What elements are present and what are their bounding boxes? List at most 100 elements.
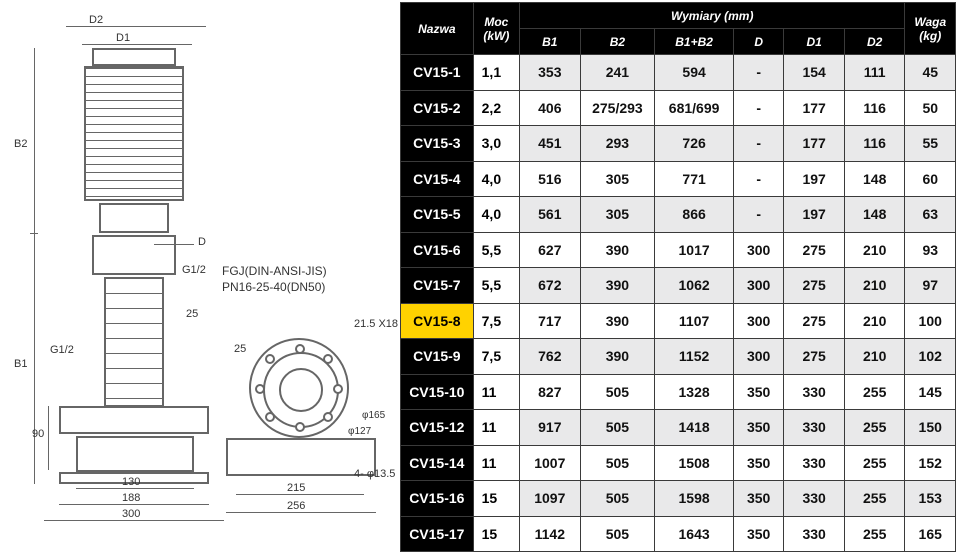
cell-d2: 210: [844, 339, 905, 375]
cell-d1: 330: [784, 410, 845, 446]
cell-b2: 390: [580, 303, 655, 339]
cell-b2: 505: [580, 516, 655, 552]
cell-d: -: [733, 126, 783, 162]
hdr-waga: Waga (kg): [905, 3, 956, 55]
cell-moc: 11: [473, 445, 519, 481]
cell-d1: 197: [784, 161, 845, 197]
cell-d1: 197: [784, 197, 845, 233]
lbl-pn: PN16-25-40(DN50): [222, 280, 325, 294]
cell-b1: 561: [520, 197, 581, 233]
cell-d1: 330: [784, 516, 845, 552]
cell-waga: 93: [905, 232, 956, 268]
cell-waga: 145: [905, 374, 956, 410]
dim-slot: 21.5 X18: [354, 318, 398, 330]
dim-188: 188: [122, 492, 140, 504]
cell-d: -: [733, 90, 783, 126]
cell-b12: 681/699: [655, 90, 734, 126]
hdr-b1: B1: [520, 29, 581, 55]
cell-b2: 241: [580, 55, 655, 91]
dim-130: 130: [122, 476, 140, 488]
cell-d1: 275: [784, 339, 845, 375]
cell-b12: 771: [655, 161, 734, 197]
cell-moc: 15: [473, 481, 519, 517]
hdr-nazwa: Nazwa: [401, 3, 474, 55]
cell-b1: 917: [520, 410, 581, 446]
cell-d: 300: [733, 268, 783, 304]
cell-b2: 305: [580, 161, 655, 197]
foot: [76, 436, 194, 472]
cell-d2: 148: [844, 197, 905, 233]
hdr-d1: D1: [784, 29, 845, 55]
cell-b12: 1152: [655, 339, 734, 375]
hdr-b12: B1+B2: [655, 29, 734, 55]
technical-drawing-panel: D2 D1 B2 B1 D G1/2 FGJ(DIN-ANSI-JIS) PN1…: [0, 0, 400, 557]
cell-d2: 210: [844, 232, 905, 268]
spec-table-panel: Nazwa Moc (kW) Wymiary (mm) Waga (kg) B1…: [400, 0, 960, 557]
cell-waga: 150: [905, 410, 956, 446]
cell-b1: 827: [520, 374, 581, 410]
table-body: CV15-11,1353241594-15411145CV15-22,24062…: [401, 55, 956, 552]
dim-215: 215: [287, 482, 305, 494]
flange-front-view: [249, 338, 349, 438]
dim-phi127: φ127: [348, 426, 371, 437]
cell-moc: 5,5: [473, 232, 519, 268]
dim-d2: D2: [89, 14, 103, 26]
dim-d1: D1: [116, 32, 130, 44]
cell-name: CV15-14: [401, 445, 474, 481]
cell-waga: 97: [905, 268, 956, 304]
cell-moc: 4,0: [473, 197, 519, 233]
cell-moc: 5,5: [473, 268, 519, 304]
cell-b1: 1007: [520, 445, 581, 481]
cell-b12: 726: [655, 126, 734, 162]
cell-b2: 305: [580, 197, 655, 233]
neck: [99, 203, 169, 233]
table-row: CV15-11,1353241594-15411145: [401, 55, 956, 91]
cell-b12: 866: [655, 197, 734, 233]
cell-name: CV15-4: [401, 161, 474, 197]
cell-b1: 717: [520, 303, 581, 339]
cell-b1: 353: [520, 55, 581, 91]
cell-b1: 451: [520, 126, 581, 162]
cell-waga: 165: [905, 516, 956, 552]
cell-b1: 672: [520, 268, 581, 304]
cell-d: 350: [733, 445, 783, 481]
cell-b12: 1107: [655, 303, 734, 339]
dim-300: 300: [122, 508, 140, 520]
cell-name: CV15-17: [401, 516, 474, 552]
cell-waga: 152: [905, 445, 956, 481]
cell-name: CV15-12: [401, 410, 474, 446]
table-row: CV15-44,0516305771-19714860: [401, 161, 956, 197]
cell-waga: 60: [905, 161, 956, 197]
cell-waga: 153: [905, 481, 956, 517]
table-row: CV15-87,57173901107300275210100: [401, 303, 956, 339]
cell-b2: 390: [580, 339, 655, 375]
cell-name: CV15-16: [401, 481, 474, 517]
cell-d2: 255: [844, 481, 905, 517]
cell-d: 350: [733, 516, 783, 552]
cell-d2: 210: [844, 268, 905, 304]
cell-d: 350: [733, 410, 783, 446]
cell-d: -: [733, 161, 783, 197]
cell-d: 300: [733, 232, 783, 268]
cell-waga: 45: [905, 55, 956, 91]
cell-d1: 275: [784, 232, 845, 268]
dim-25a: 25: [186, 308, 198, 320]
table-row: CV15-75,5672390106230027521097: [401, 268, 956, 304]
cell-d: 350: [733, 481, 783, 517]
hdr-d2: D2: [844, 29, 905, 55]
cell-b2: 275/293: [580, 90, 655, 126]
motor: [84, 66, 184, 201]
cell-waga: 102: [905, 339, 956, 375]
table-row: CV15-97,57623901152300275210102: [401, 339, 956, 375]
cell-name: CV15-9: [401, 339, 474, 375]
cell-moc: 3,0: [473, 126, 519, 162]
dim-phi165: φ165: [362, 410, 385, 421]
cell-b2: 505: [580, 445, 655, 481]
table-row: CV15-161510975051598350330255153: [401, 481, 956, 517]
lbl-fgj: FGJ(DIN-ANSI-JIS): [222, 264, 327, 278]
cell-d1: 154: [784, 55, 845, 91]
cell-b1: 1097: [520, 481, 581, 517]
cell-moc: 7,5: [473, 339, 519, 375]
cell-b12: 1328: [655, 374, 734, 410]
cell-name: CV15-7: [401, 268, 474, 304]
